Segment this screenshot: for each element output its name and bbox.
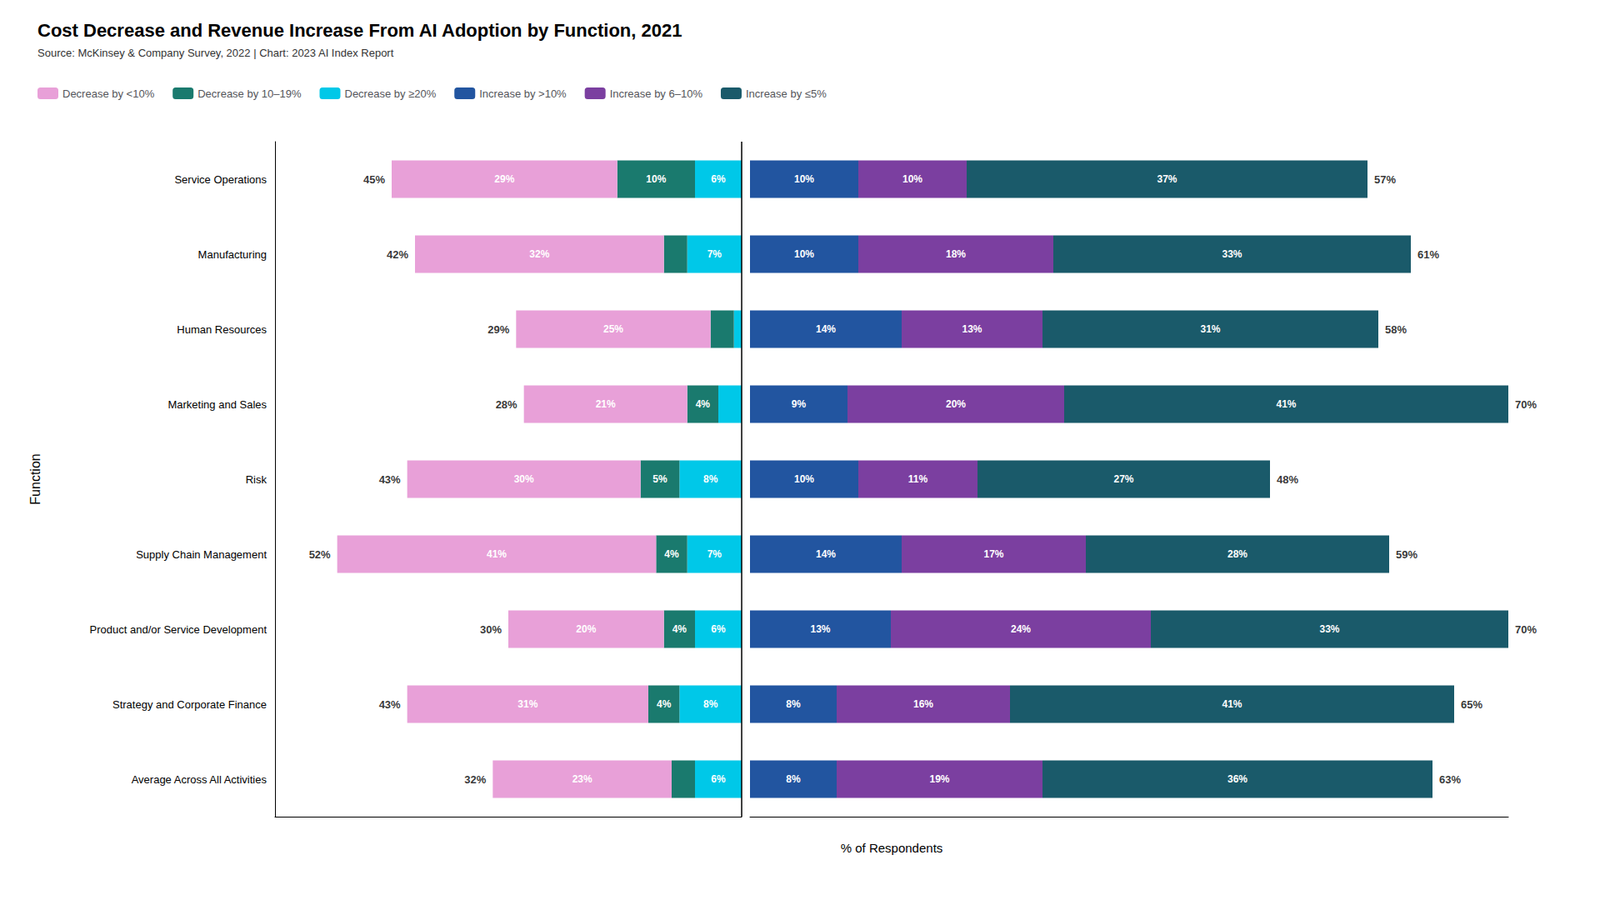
svg-text:45%: 45% xyxy=(363,173,385,186)
svg-text:4%: 4% xyxy=(695,398,711,410)
svg-text:59%: 59% xyxy=(1395,548,1418,561)
svg-text:29%: 29% xyxy=(487,323,510,336)
svg-text:10%: 10% xyxy=(794,473,815,485)
svg-text:Manufacturing: Manufacturing xyxy=(198,248,267,261)
svg-text:9%: 9% xyxy=(791,398,807,410)
svg-text:32%: 32% xyxy=(529,248,550,260)
svg-text:10%: 10% xyxy=(794,173,815,185)
svg-text:43%: 43% xyxy=(379,698,401,711)
svg-text:43%: 43% xyxy=(379,473,401,486)
svg-text:13%: 13% xyxy=(961,323,982,335)
svg-text:7%: 7% xyxy=(707,548,723,560)
svg-text:24%: 24% xyxy=(1010,623,1031,635)
svg-text:28%: 28% xyxy=(1227,548,1248,560)
svg-text:Increase by 6–10%: Increase by 6–10% xyxy=(610,87,704,100)
svg-text:Function: Function xyxy=(28,453,43,505)
svg-text:25%: 25% xyxy=(603,323,624,335)
svg-text:31%: 31% xyxy=(1200,323,1220,335)
svg-text:63%: 63% xyxy=(1439,773,1461,786)
svg-text:70%: 70% xyxy=(1515,623,1537,636)
svg-text:61%: 61% xyxy=(1417,248,1440,261)
svg-text:41%: 41% xyxy=(1221,698,1242,710)
svg-text:Human Resources: Human Resources xyxy=(176,323,267,336)
svg-text:18%: 18% xyxy=(945,248,966,260)
svg-text:Product and/or Service Develop: Product and/or Service Development xyxy=(90,623,268,636)
svg-text:41%: 41% xyxy=(486,548,507,560)
svg-text:33%: 33% xyxy=(1319,623,1340,635)
svg-text:23%: 23% xyxy=(572,773,593,785)
svg-text:57%: 57% xyxy=(1374,173,1396,186)
svg-text:17%: 17% xyxy=(983,548,1004,560)
svg-text:20%: 20% xyxy=(575,623,596,635)
svg-text:7%: 7% xyxy=(707,248,723,260)
svg-text:Increase by ≤5%: Increase by ≤5% xyxy=(745,87,827,100)
svg-text:14%: 14% xyxy=(815,548,836,560)
svg-text:Supply Chain Management: Supply Chain Management xyxy=(135,548,267,561)
svg-text:Decrease by ≥20%: Decrease by ≥20% xyxy=(345,87,437,100)
svg-text:65%: 65% xyxy=(1460,698,1483,711)
svg-text:27%: 27% xyxy=(1113,473,1134,485)
svg-text:Cost Decrease and Revenue Incr: Cost Decrease and Revenue Increase From … xyxy=(37,20,682,41)
svg-text:8%: 8% xyxy=(785,698,801,710)
svg-text:11%: 11% xyxy=(908,473,929,485)
svg-text:30%: 30% xyxy=(514,473,535,485)
svg-text:Service Operations: Service Operations xyxy=(174,173,267,186)
svg-text:Average Across All Activities: Average Across All Activities xyxy=(131,773,268,786)
svg-text:30%: 30% xyxy=(480,623,502,636)
svg-text:31%: 31% xyxy=(517,698,538,710)
svg-text:19%: 19% xyxy=(929,773,950,785)
svg-text:37%: 37% xyxy=(1156,173,1177,185)
svg-text:10%: 10% xyxy=(645,173,666,185)
svg-text:Decrease by <10%: Decrease by <10% xyxy=(62,87,155,100)
svg-text:8%: 8% xyxy=(703,473,719,485)
svg-text:8%: 8% xyxy=(785,773,801,785)
svg-text:32%: 32% xyxy=(464,773,486,786)
svg-text:Decrease by 10–19%: Decrease by 10–19% xyxy=(197,87,302,100)
svg-text:10%: 10% xyxy=(794,248,815,260)
svg-text:58%: 58% xyxy=(1385,323,1407,336)
svg-text:16%: 16% xyxy=(913,698,934,710)
svg-text:10%: 10% xyxy=(902,173,923,185)
svg-text:28%: 28% xyxy=(495,398,518,411)
svg-text:42%: 42% xyxy=(386,248,409,261)
svg-text:Risk: Risk xyxy=(245,473,268,486)
svg-text:33%: 33% xyxy=(1221,248,1242,260)
svg-text:14%: 14% xyxy=(815,323,836,335)
svg-text:6%: 6% xyxy=(710,623,726,635)
svg-text:Increase by >10%: Increase by >10% xyxy=(479,87,567,100)
svg-text:8%: 8% xyxy=(703,698,719,710)
svg-text:52%: 52% xyxy=(309,548,331,561)
svg-text:4%: 4% xyxy=(672,623,688,635)
svg-text:Source: McKinsey & Company Sur: Source: McKinsey & Company Survey, 2022 … xyxy=(37,46,395,60)
svg-text:6%: 6% xyxy=(710,773,726,785)
svg-text:20%: 20% xyxy=(945,398,966,410)
svg-text:Strategy and Corporate Finance: Strategy and Corporate Finance xyxy=(112,698,267,711)
svg-text:70%: 70% xyxy=(1515,398,1537,411)
svg-text:Marketing and Sales: Marketing and Sales xyxy=(167,398,267,411)
svg-text:% of Respondents: % of Respondents xyxy=(840,840,944,855)
svg-text:21%: 21% xyxy=(595,398,616,410)
svg-text:4%: 4% xyxy=(656,698,672,710)
svg-text:48%: 48% xyxy=(1276,473,1299,486)
svg-text:5%: 5% xyxy=(652,473,668,485)
svg-text:36%: 36% xyxy=(1227,773,1248,785)
svg-text:13%: 13% xyxy=(810,623,830,635)
svg-text:41%: 41% xyxy=(1275,398,1296,410)
svg-text:6%: 6% xyxy=(710,173,726,185)
svg-text:4%: 4% xyxy=(664,548,680,560)
svg-text:29%: 29% xyxy=(494,173,515,185)
